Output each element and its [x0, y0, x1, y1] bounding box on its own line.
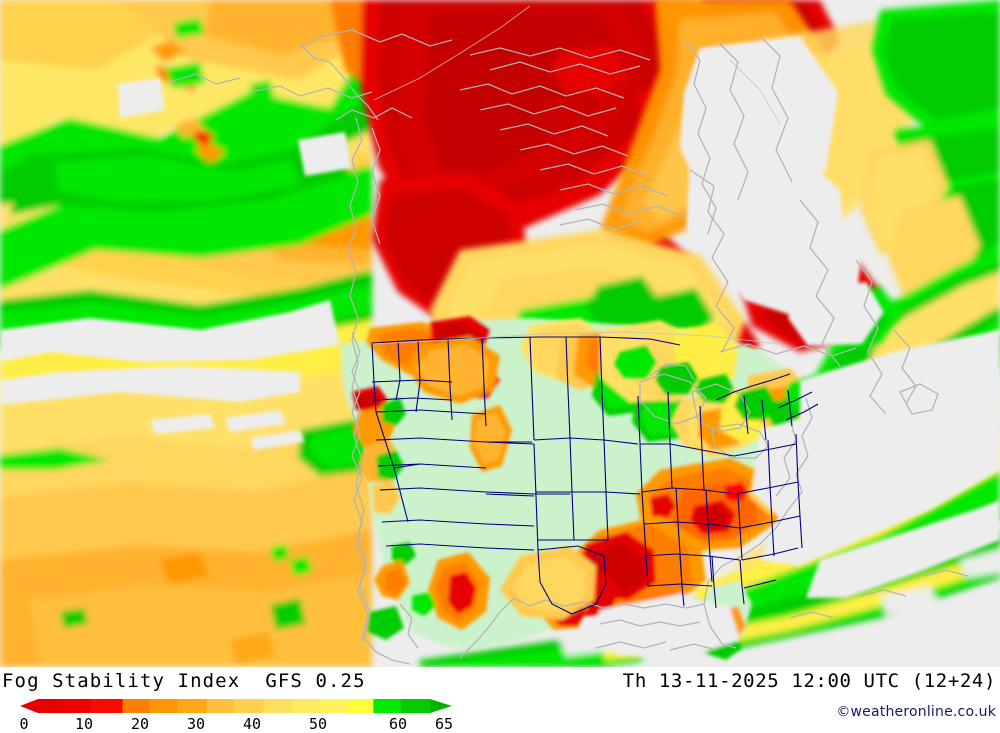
copyright-label: ©weatheronline.co.uk: [836, 704, 996, 720]
page-title: Fog Stability Index GFS 0.25: [2, 670, 366, 692]
coastline-layer: [169, 29, 969, 665]
colorbar-svg: 0 10 20 30 40 50 60 65: [19, 699, 453, 733]
west-atlantic-nodata: [752, 330, 1000, 598]
colorbar-tick-40: 40: [243, 715, 261, 733]
conus-field: [340, 316, 836, 660]
graticule-layer: [371, 5, 781, 345]
colorbar-tick-50: 50: [309, 715, 327, 733]
map-canvas: [0, 0, 1000, 667]
colorbar-ticks: 0 10 20 30 40 50 60 65: [19, 715, 453, 733]
colorbar-tick-0: 0: [19, 715, 28, 733]
colorbar-max-arrow: [430, 699, 452, 713]
pacific-nodata-patches: [0, 78, 352, 450]
colorbar-tick-30: 30: [187, 715, 205, 733]
colorbar-tick-65: 65: [435, 715, 453, 733]
valid-time-label: Th 13-11-2025 12:00 UTC (12+24): [622, 670, 996, 692]
hudson-bay-nodata: [680, 36, 884, 346]
colorbar[interactable]: 0 10 20 30 40 50 60 65: [0, 697, 470, 733]
colorbar-gradient: [38, 699, 430, 713]
colorbar-tick-10: 10: [75, 715, 93, 733]
state-border-layer: [371, 336, 819, 615]
field-layer: [0, 0, 1000, 667]
fog-stability-index-map[interactable]: [0, 0, 1000, 667]
colorbar-tick-60: 60: [389, 715, 407, 733]
colorbar-tick-20: 20: [131, 715, 149, 733]
colorbar-min-arrow: [20, 699, 38, 713]
map-footer: Fog Stability Index GFS 0.25 Th 13-11-20…: [0, 667, 1000, 733]
